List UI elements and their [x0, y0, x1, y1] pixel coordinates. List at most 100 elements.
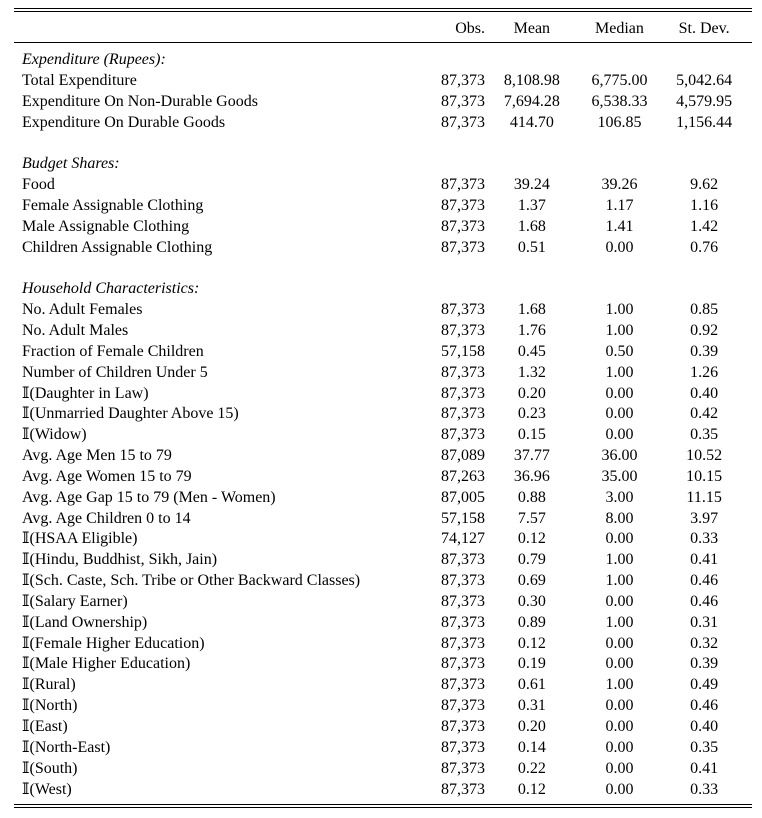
cell-mean: 0.12 [517, 780, 546, 798]
table-row: 𝕀(Widow) 87,373 0.15 0.00 0.35 [22, 425, 746, 446]
section-title: Budget Shares: [22, 155, 120, 173]
cell-label: 𝕀(Salary Earner) [22, 592, 128, 610]
cell-median: 0.00 [605, 592, 634, 610]
cell-median: 0.00 [605, 405, 634, 423]
cell-label: Female Assignable Clothing [22, 196, 204, 214]
cell-median: 0.00 [605, 780, 634, 798]
cell-median: 39.26 [601, 176, 638, 194]
cell-mean: 0.61 [517, 676, 546, 694]
cell-sd: 0.41 [690, 551, 719, 569]
cell-obs: 87,373 [441, 384, 486, 402]
cell-median: 0.00 [605, 759, 634, 777]
cell-obs: 87,373 [441, 196, 486, 214]
cell-median: 1.00 [605, 363, 634, 381]
cell-median: 6,775.00 [591, 71, 648, 89]
cell-sd: 0.76 [690, 238, 719, 256]
table-row: 𝕀(Daughter in Law) 87,373 0.20 0.00 0.40 [22, 384, 746, 405]
cell-sd: 3.97 [690, 509, 719, 527]
table-row: No. Adult Females 87,373 1.68 1.00 0.85 [22, 300, 746, 321]
table-row: Avg. Age Children 0 to 14 57,158 7.57 8.00 3… [22, 509, 746, 530]
section-title: Household Characteristics: [22, 280, 200, 298]
cell-sd: 1.42 [690, 217, 719, 235]
cell-mean: 0.23 [517, 405, 546, 423]
cell-label: No. Adult Females [22, 301, 143, 319]
cell-label: 𝕀(Male Higher Education) [22, 655, 191, 673]
cell-mean: 0.30 [517, 592, 546, 610]
summary-statistics-table: Obs. Mean Median St. Dev. Expenditure (R… [22, 17, 746, 800]
cell-mean: 39.24 [513, 176, 550, 194]
table-row: 𝕀(HSAA Eligible) 74,127 0.12 0.00 0.33 [22, 529, 746, 550]
table-row: 𝕀(North) 87,373 0.31 0.00 0.46 [22, 696, 746, 717]
cell-sd: 0.40 [690, 384, 719, 402]
table-row: 𝕀(West) 87,373 0.12 0.00 0.33 [22, 780, 746, 801]
cell-obs: 87,373 [441, 572, 486, 590]
cell-obs: 87,373 [441, 676, 486, 694]
cell-mean: 0.12 [517, 530, 546, 548]
table-row: 𝕀(Male Higher Education) 87,373 0.19 0.00 0.… [22, 654, 746, 675]
cell-sd: 0.85 [690, 301, 719, 319]
cell-mean: 0.14 [517, 738, 546, 756]
table-row: No. Adult Males 87,373 1.76 1.00 0.92 [22, 321, 746, 342]
cell-sd: 9.62 [690, 176, 719, 194]
section-title-row: Expenditure (Rupees): [22, 50, 746, 71]
cell-label: Avg. Age Men 15 to 79 [22, 447, 172, 465]
table-row: Fraction of Female Children 57,158 0.45 0.5… [22, 342, 746, 363]
table-row: 𝕀(North-East) 87,373 0.14 0.00 0.35 [22, 738, 746, 759]
cell-sd: 0.46 [690, 697, 719, 715]
cell-label: 𝕀(Female Higher Education) [22, 634, 205, 652]
cell-obs: 87,373 [441, 780, 486, 798]
cell-label: Male Assignable Clothing [22, 217, 190, 235]
table-row: Expenditure On Durable Goods 87,373 414.70… [22, 113, 746, 134]
table-row: Total Expenditure 87,373 8,108.98 6,775.00 5… [22, 71, 746, 92]
cell-label: 𝕀(Sch. Caste, Sch. Tribe or Other Backwa… [22, 572, 361, 590]
cell-sd: 0.35 [690, 738, 719, 756]
cell-obs: 87,373 [441, 551, 486, 569]
table-row: Children Assignable Clothing 87,373 0.51 0.… [22, 238, 746, 259]
cell-median: 0.00 [605, 718, 634, 735]
cell-sd: 0.42 [690, 405, 719, 423]
cell-mean: 1.68 [517, 301, 546, 319]
cell-sd: 0.33 [690, 780, 719, 798]
cell-obs: 87,373 [441, 238, 486, 256]
cell-median: 1.41 [605, 217, 634, 235]
table-row: 𝕀(Land Ownership) 87,373 0.89 1.00 0.31 [22, 613, 746, 634]
cell-median: 0.00 [605, 426, 634, 444]
cell-mean: 1.37 [517, 196, 546, 214]
section-title-row: Household Characteristics: [22, 279, 746, 300]
cell-obs: 74,127 [441, 530, 486, 548]
cell-sd: 4,579.95 [676, 92, 733, 110]
cell-mean: 0.79 [517, 551, 546, 569]
section-title: Expenditure (Rupees): [22, 51, 166, 68]
cell-obs: 87,373 [441, 738, 486, 756]
table-row: Avg. Age Gap 15 to 79 (Men - Women) 87,00… [22, 488, 746, 509]
table-row: Female Assignable Clothing 87,373 1.37 1.17… [22, 196, 746, 217]
cell-mean: 1.68 [517, 217, 546, 235]
cell-obs: 87,373 [441, 92, 486, 110]
cell-median: 1.17 [605, 196, 634, 214]
cell-median: 0.00 [605, 530, 634, 548]
cell-median: 1.00 [605, 321, 634, 339]
cell-obs: 87,373 [441, 363, 486, 381]
cell-sd: 0.46 [690, 572, 719, 590]
cell-median: 0.50 [605, 342, 634, 360]
cell-label: Fraction of Female Children [22, 342, 204, 360]
table-row: 𝕀(East) 87,373 0.20 0.00 0.40 [22, 717, 746, 738]
cell-label: 𝕀(Daughter in Law) [22, 384, 149, 402]
header-label-column [22, 17, 419, 41]
top-double-rule [14, 8, 752, 12]
cell-label: Avg. Age Children 0 to 14 [22, 509, 191, 527]
table-row: 𝕀(Unmarried Daughter Above 15) 87,373 0.23… [22, 404, 746, 425]
cell-sd: 0.39 [690, 342, 719, 360]
cell-sd: 0.33 [690, 530, 719, 548]
table-body: Expenditure (Rupees): Total Expenditure 87… [22, 50, 746, 800]
table-row: 𝕀(Rural) 87,373 0.61 1.00 0.49 [22, 675, 746, 696]
cell-sd: 1,156.44 [676, 113, 733, 131]
header-median: Median [595, 19, 644, 37]
cell-obs: 87,005 [441, 488, 486, 506]
cell-label: Total Expenditure [22, 71, 137, 89]
section-spacer [22, 258, 746, 279]
cell-mean: 0.69 [517, 572, 546, 590]
cell-median: 35.00 [601, 467, 638, 485]
table-row: 𝕀(Sch. Caste, Sch. Tribe or Other Backwa… [22, 571, 746, 592]
